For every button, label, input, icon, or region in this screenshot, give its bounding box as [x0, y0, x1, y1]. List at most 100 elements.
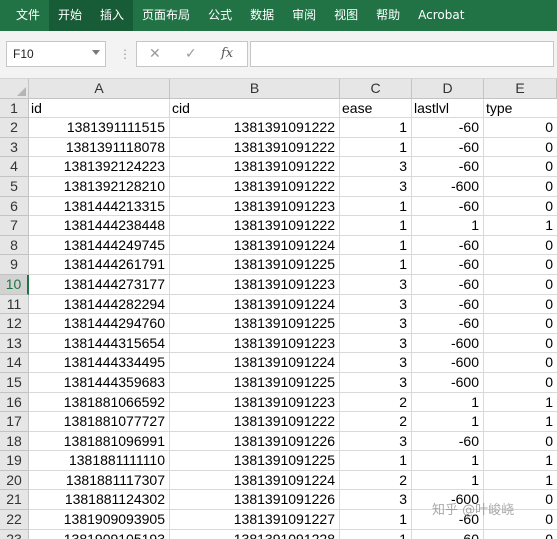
cell-c[interactable]: 3 [340, 274, 412, 295]
row-header[interactable]: 10 [0, 274, 29, 295]
cell-e[interactable]: 1 [484, 393, 557, 413]
cell-d[interactable]: 1 [412, 451, 484, 471]
insert-function-icon[interactable]: fx [221, 46, 234, 61]
row-header[interactable]: 8 [0, 235, 29, 256]
row-header[interactable]: 14 [0, 353, 29, 373]
cell-c[interactable]: 3 [340, 294, 412, 315]
row-header[interactable]: 9 [0, 255, 29, 275]
cell-c[interactable]: 1 [340, 196, 412, 217]
cell-b[interactable]: 1381391091226 [170, 431, 340, 452]
cell-d[interactable]: -60 [412, 294, 484, 315]
cell-e[interactable]: 0 [484, 353, 557, 373]
cell-e[interactable]: 0 [484, 295, 557, 315]
cell-d[interactable]: -600 [412, 333, 484, 354]
cell-e[interactable]: 0 [484, 138, 557, 158]
cell-b[interactable]: 1381391091222 [170, 137, 340, 158]
cell-b[interactable]: 1381391091224 [170, 294, 340, 315]
row-header[interactable]: 18 [0, 431, 29, 452]
row-header[interactable]: 4 [0, 157, 29, 177]
cell-b[interactable]: 1381391091227 [170, 510, 340, 530]
tab-acrobat[interactable]: Acrobat [418, 8, 465, 22]
cell-c[interactable]: 2 [340, 392, 412, 413]
cell-b[interactable]: 1381391091224 [170, 235, 340, 256]
name-box[interactable]: F10 [6, 41, 106, 67]
cell-e[interactable]: 0 [484, 275, 557, 295]
row-header[interactable]: 23 [0, 529, 29, 539]
tab-help[interactable]: 帮助 [376, 8, 401, 22]
cancel-icon[interactable]: ✕ [149, 46, 161, 62]
cell-b[interactable]: 1381391091222 [170, 176, 340, 197]
cell-b[interactable]: 1381391091223 [170, 274, 340, 295]
cell-a[interactable]: 1381444315654 [29, 333, 170, 354]
cell-d[interactable]: 1 [412, 392, 484, 413]
cell-a[interactable]: 1381881117307 [29, 470, 170, 491]
row-header[interactable]: 19 [0, 451, 29, 471]
tab-review[interactable]: 审阅 [292, 8, 317, 22]
cell-a[interactable]: 1381444213315 [29, 196, 170, 217]
cell-b[interactable]: 1381391091225 [170, 314, 340, 334]
cell-b[interactable]: 1381391091222 [170, 157, 340, 177]
row-header[interactable]: 16 [0, 392, 29, 413]
cell-a[interactable]: 1381444282294 [29, 294, 170, 315]
column-header-e[interactable]: E [484, 79, 557, 99]
enter-icon[interactable]: ✓ [185, 46, 197, 62]
cell-e[interactable]: 1 [484, 471, 557, 491]
cell-d[interactable]: -60 [412, 137, 484, 158]
cell-e[interactable]: 1 [484, 451, 557, 471]
cell-e[interactable]: 0 [484, 177, 557, 197]
cell-a[interactable]: 1381444238448 [29, 216, 170, 236]
cell-c[interactable]: 2 [340, 412, 412, 432]
cell-a[interactable]: 1381881111110 [29, 451, 170, 471]
row-header[interactable]: 20 [0, 470, 29, 491]
row-header[interactable]: 1 [0, 98, 29, 119]
cell-a[interactable]: 1381444359683 [29, 372, 170, 393]
select-all-corner[interactable] [0, 79, 29, 99]
cell-e[interactable]: 0 [484, 490, 557, 511]
cell-a[interactable]: 1381881066592 [29, 392, 170, 413]
cell-b[interactable]: 1381391091222 [170, 118, 340, 138]
cell-c[interactable]: 1 [340, 216, 412, 236]
tab-data[interactable]: 数据 [250, 8, 275, 22]
cell-d[interactable]: -60 [412, 274, 484, 295]
cell-b[interactable]: 1381391091225 [170, 451, 340, 471]
tab-page-layout[interactable]: 页面布局 [142, 8, 191, 22]
cell-c[interactable]: 1 [340, 235, 412, 256]
cell-b[interactable]: 1381391091222 [170, 412, 340, 432]
cell-d[interactable]: 1 [412, 216, 484, 236]
column-header-b[interactable]: B [170, 79, 340, 99]
cell-a[interactable]: 1381444334495 [29, 353, 170, 373]
cell-d[interactable]: -60 [412, 510, 484, 530]
cell-c[interactable]: 1 [340, 529, 412, 539]
cell-e[interactable]: 1 [484, 216, 557, 236]
row-header[interactable]: 22 [0, 510, 29, 530]
cell-c[interactable]: 3 [340, 176, 412, 197]
cell-a[interactable]: 1381881096991 [29, 431, 170, 452]
row-header[interactable]: 2 [0, 118, 29, 138]
cell-a[interactable]: 1381444261791 [29, 255, 170, 275]
row-header[interactable]: 12 [0, 314, 29, 334]
cell-a[interactable]: 1381909105193 [29, 529, 170, 539]
cell-d[interactable]: -600 [412, 353, 484, 373]
cell-d[interactable]: -60 [412, 431, 484, 452]
cell-b[interactable]: 1381391091224 [170, 470, 340, 491]
cell-b[interactable]: 1381391091222 [170, 216, 340, 236]
cell-b[interactable]: 1381391091224 [170, 353, 340, 373]
cell-b[interactable]: 1381391091223 [170, 333, 340, 354]
cell-d[interactable]: 1 [412, 412, 484, 432]
cell-d[interactable]: -60 [412, 157, 484, 177]
cell-e[interactable]: 0 [484, 236, 557, 256]
column-header-a[interactable]: A [29, 79, 170, 99]
cell-b[interactable]: 1381391091225 [170, 255, 340, 275]
cell-a[interactable]: 1381909093905 [29, 510, 170, 530]
column-header-d[interactable]: D [412, 79, 484, 99]
cell-b[interactable]: 1381391091225 [170, 372, 340, 393]
cell-d[interactable]: -60 [412, 314, 484, 334]
cell-c[interactable]: 3 [340, 353, 412, 373]
cell-e[interactable]: 0 [484, 157, 557, 177]
cell-e[interactable]: 0 [484, 373, 557, 393]
row-header[interactable]: 7 [0, 216, 29, 236]
formula-input[interactable] [250, 41, 554, 67]
tab-home[interactable]: 开始 [49, 0, 92, 31]
cell-c[interactable]: 3 [340, 157, 412, 177]
cell-e[interactable]: 0 [484, 432, 557, 452]
